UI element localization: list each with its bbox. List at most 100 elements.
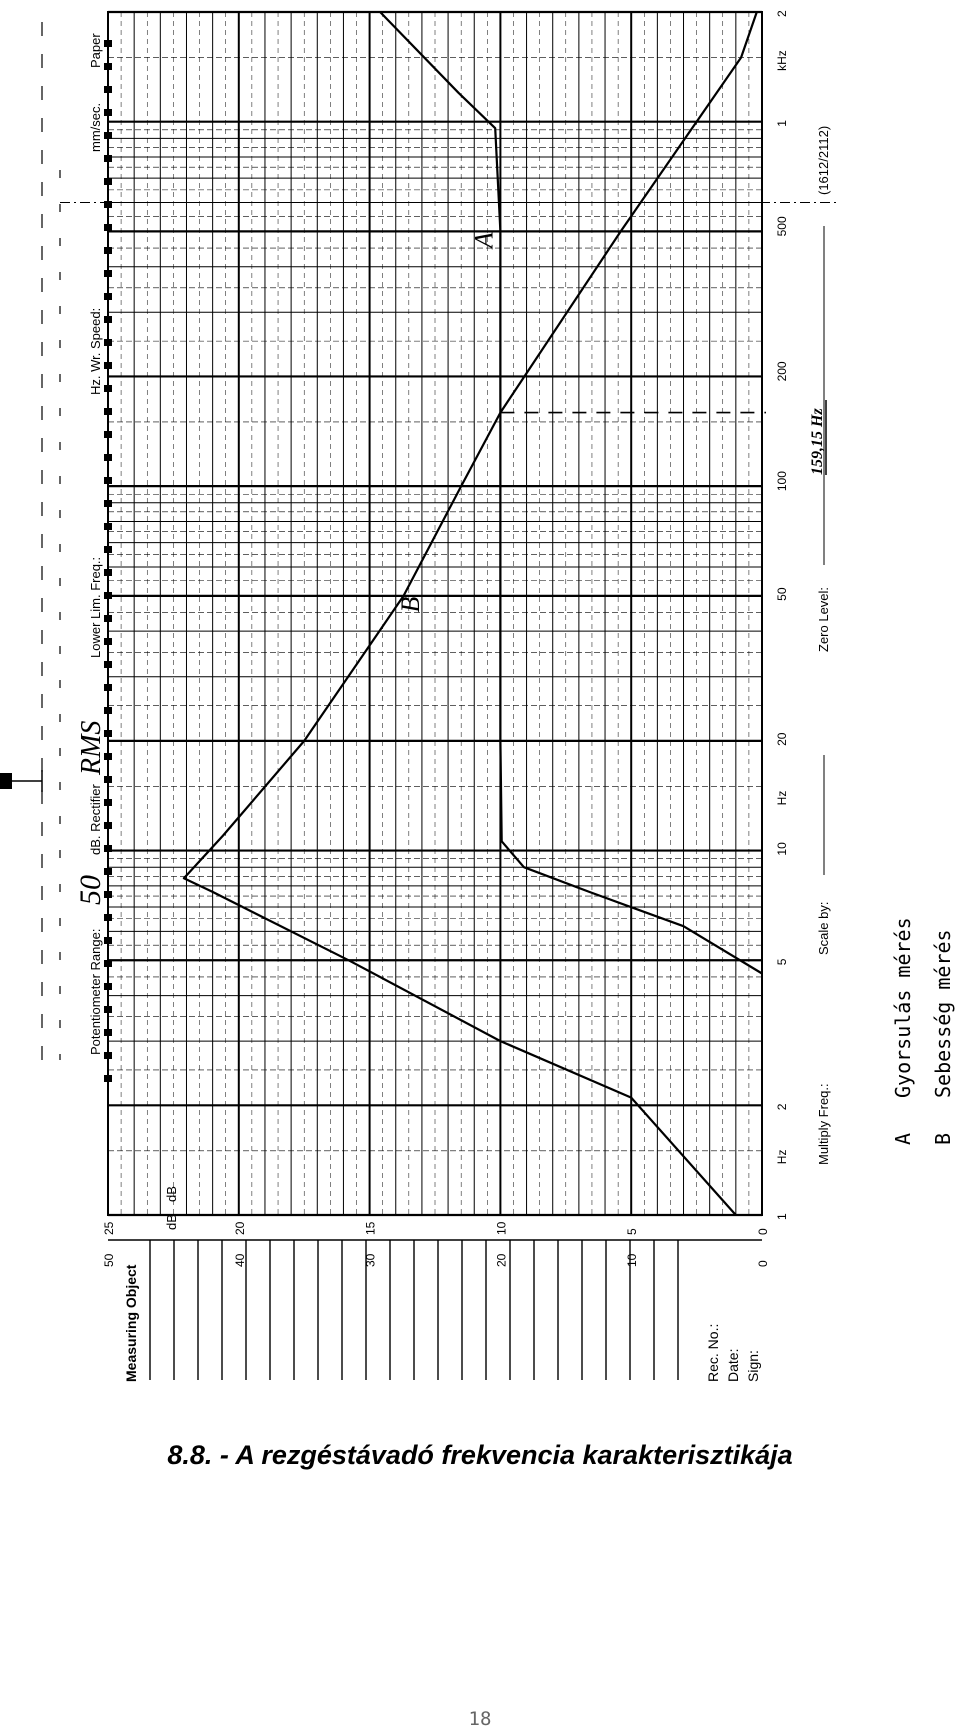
- legend-key-a: A: [891, 1133, 915, 1145]
- record-panel: Measuring Object Rec. No.: Date: Sign: d…: [123, 1186, 761, 1382]
- paper-feed-mark: [104, 1075, 112, 1082]
- y-tick-label-inner: 10: [494, 1221, 508, 1235]
- y-tick-label-outer: 0: [756, 1260, 770, 1267]
- paper-feed-mark: [104, 224, 112, 231]
- speed-label: Hz. Wr. Speed:: [88, 308, 103, 395]
- x-unit-label: Hz: [775, 1150, 789, 1165]
- paper-feed-mark: [104, 592, 112, 599]
- x-tick-label: 20: [775, 732, 789, 746]
- paper-feed-mark: [104, 615, 112, 622]
- y-tick-label-outer: 10: [625, 1253, 639, 1267]
- curve-label-a: A: [469, 232, 498, 250]
- y-tick-label-outer: 50: [102, 1253, 116, 1267]
- x-tick-label: 10: [775, 842, 789, 856]
- scale-label: Scale by:: [816, 902, 831, 955]
- chart: AB Potentiometer Range: 50 dB. Rectifier…: [0, 10, 955, 1382]
- paper-feed-mark: [104, 132, 112, 139]
- page-number: 18: [468, 1708, 492, 1730]
- paper-feed-mark: [104, 776, 112, 783]
- paper-feed-mark: [104, 408, 112, 415]
- x-unit-label: kHz: [775, 50, 789, 71]
- paper-feed-mark: [104, 500, 112, 507]
- chart-grid: [104, 10, 763, 1217]
- series-line-a: [379, 11, 763, 975]
- paper-feed-mark: [104, 109, 112, 116]
- x-tick-labels: 1 2 5 10 20 50 100 200 500 1 2 Hz Hz kHz: [775, 10, 789, 1220]
- paper-feed-mark: [104, 523, 112, 530]
- paper-feed-mark: [104, 546, 112, 553]
- y-tick-label-inner: 20: [233, 1221, 247, 1235]
- paper-feed-mark: [104, 914, 112, 921]
- lower-lim-label: Lower Lim. Freq.:: [88, 557, 103, 658]
- pot-range-value: 50: [74, 875, 107, 905]
- paper-feed-mark: [104, 799, 112, 806]
- paper-feed-mark: [104, 201, 112, 208]
- paper-feed-mark: [104, 454, 112, 461]
- paper-feed-mark: [104, 155, 112, 162]
- multiply-label: Multiply Freq.:: [816, 1083, 831, 1165]
- zero-level-label: Zero Level:: [816, 587, 831, 652]
- y-tick-label-inner: 15: [364, 1221, 378, 1235]
- paper-feed-mark: [104, 431, 112, 438]
- paper-feed-mark: [104, 730, 112, 737]
- paper-feed-mark: [104, 40, 112, 47]
- db-column-header: dB: [164, 1214, 179, 1230]
- record-lines: [108, 1239, 762, 1380]
- figure-caption: 8.8. - A rezgéstávadó frekvencia karakte…: [167, 1440, 793, 1470]
- x-tick-label: 5: [775, 958, 789, 965]
- y-tick-label-inner: 25: [102, 1221, 116, 1235]
- y-tick-label-outer: 30: [364, 1253, 378, 1267]
- paper-feed-mark: [104, 661, 112, 668]
- series-line-b: [182, 11, 758, 1216]
- x-tick-label: 500: [775, 216, 789, 236]
- sign-label: Sign:: [745, 1350, 761, 1382]
- paper-feed-mark: [104, 316, 112, 323]
- paper-feed-mark: [104, 707, 112, 714]
- paper-feed-mark: [104, 178, 112, 185]
- date-label: Date:: [725, 1349, 741, 1382]
- y-tick-label-outer: 40: [233, 1253, 247, 1267]
- paper-feed-mark: [104, 63, 112, 70]
- paper-feed-mark: [104, 1052, 112, 1059]
- paper-feed-mark: [104, 822, 112, 829]
- paper-label: Paper: [88, 33, 103, 68]
- paper-feed-mark: [104, 569, 112, 576]
- paper-feed-mark: [104, 937, 112, 944]
- paper-feed-mark: [104, 339, 112, 346]
- x-tick-label: 2: [775, 1103, 789, 1110]
- x-tick-label: 1: [775, 1213, 789, 1220]
- paper-feed-mark: [104, 385, 112, 392]
- pot-range-label: Potentiometer Range:: [88, 929, 103, 1055]
- paper-feed-mark: [104, 86, 112, 93]
- measuring-object-label: Measuring Object: [123, 1264, 139, 1382]
- paper-feed-mark: [104, 477, 112, 484]
- x-tick-label: 200: [775, 361, 789, 381]
- freq-note: 159,15 Hz: [809, 408, 826, 475]
- y-tick-label-inner: 0: [756, 1228, 770, 1235]
- rectifier-label: dB. Rectifier: [88, 784, 103, 855]
- paper-feed-mark: [104, 845, 112, 852]
- x-tick-label: 2: [775, 10, 789, 17]
- paper-code: (1612/2112): [816, 126, 831, 195]
- legend-text-a: Gyorsulás mérés: [891, 917, 915, 1098]
- legend: A Gyorsulás mérés B Sebesség mérés: [891, 917, 955, 1145]
- x-unit-label: Hz: [775, 791, 789, 806]
- paper-feed-mark: [104, 1006, 112, 1013]
- x-tick-label: 50: [775, 587, 789, 601]
- paper-feed-mark: [104, 270, 112, 277]
- paper-feed-mark: [104, 753, 112, 760]
- x-tick-label: 100: [775, 471, 789, 491]
- paper-feed-mark: [104, 960, 112, 967]
- speed-unit: mm/sec.: [88, 103, 103, 152]
- curve-label-b: B: [396, 597, 425, 613]
- y-tick-label-outer: 20: [494, 1253, 508, 1267]
- chart-curves: AB: [60, 11, 840, 1216]
- paper-feed-mark: [104, 362, 112, 369]
- pot-indicator-bracket: [12, 770, 43, 792]
- y-tick-labels: 0 5 10 15 20 25 0 10 20 30 40 50: [102, 1221, 770, 1267]
- paper-feed-mark: [104, 868, 112, 875]
- legend-text-b: Sebesség mérés: [931, 929, 955, 1098]
- paper-feed-mark: [104, 293, 112, 300]
- paper-feed-mark: [104, 247, 112, 254]
- x-tick-label: 1: [775, 120, 789, 127]
